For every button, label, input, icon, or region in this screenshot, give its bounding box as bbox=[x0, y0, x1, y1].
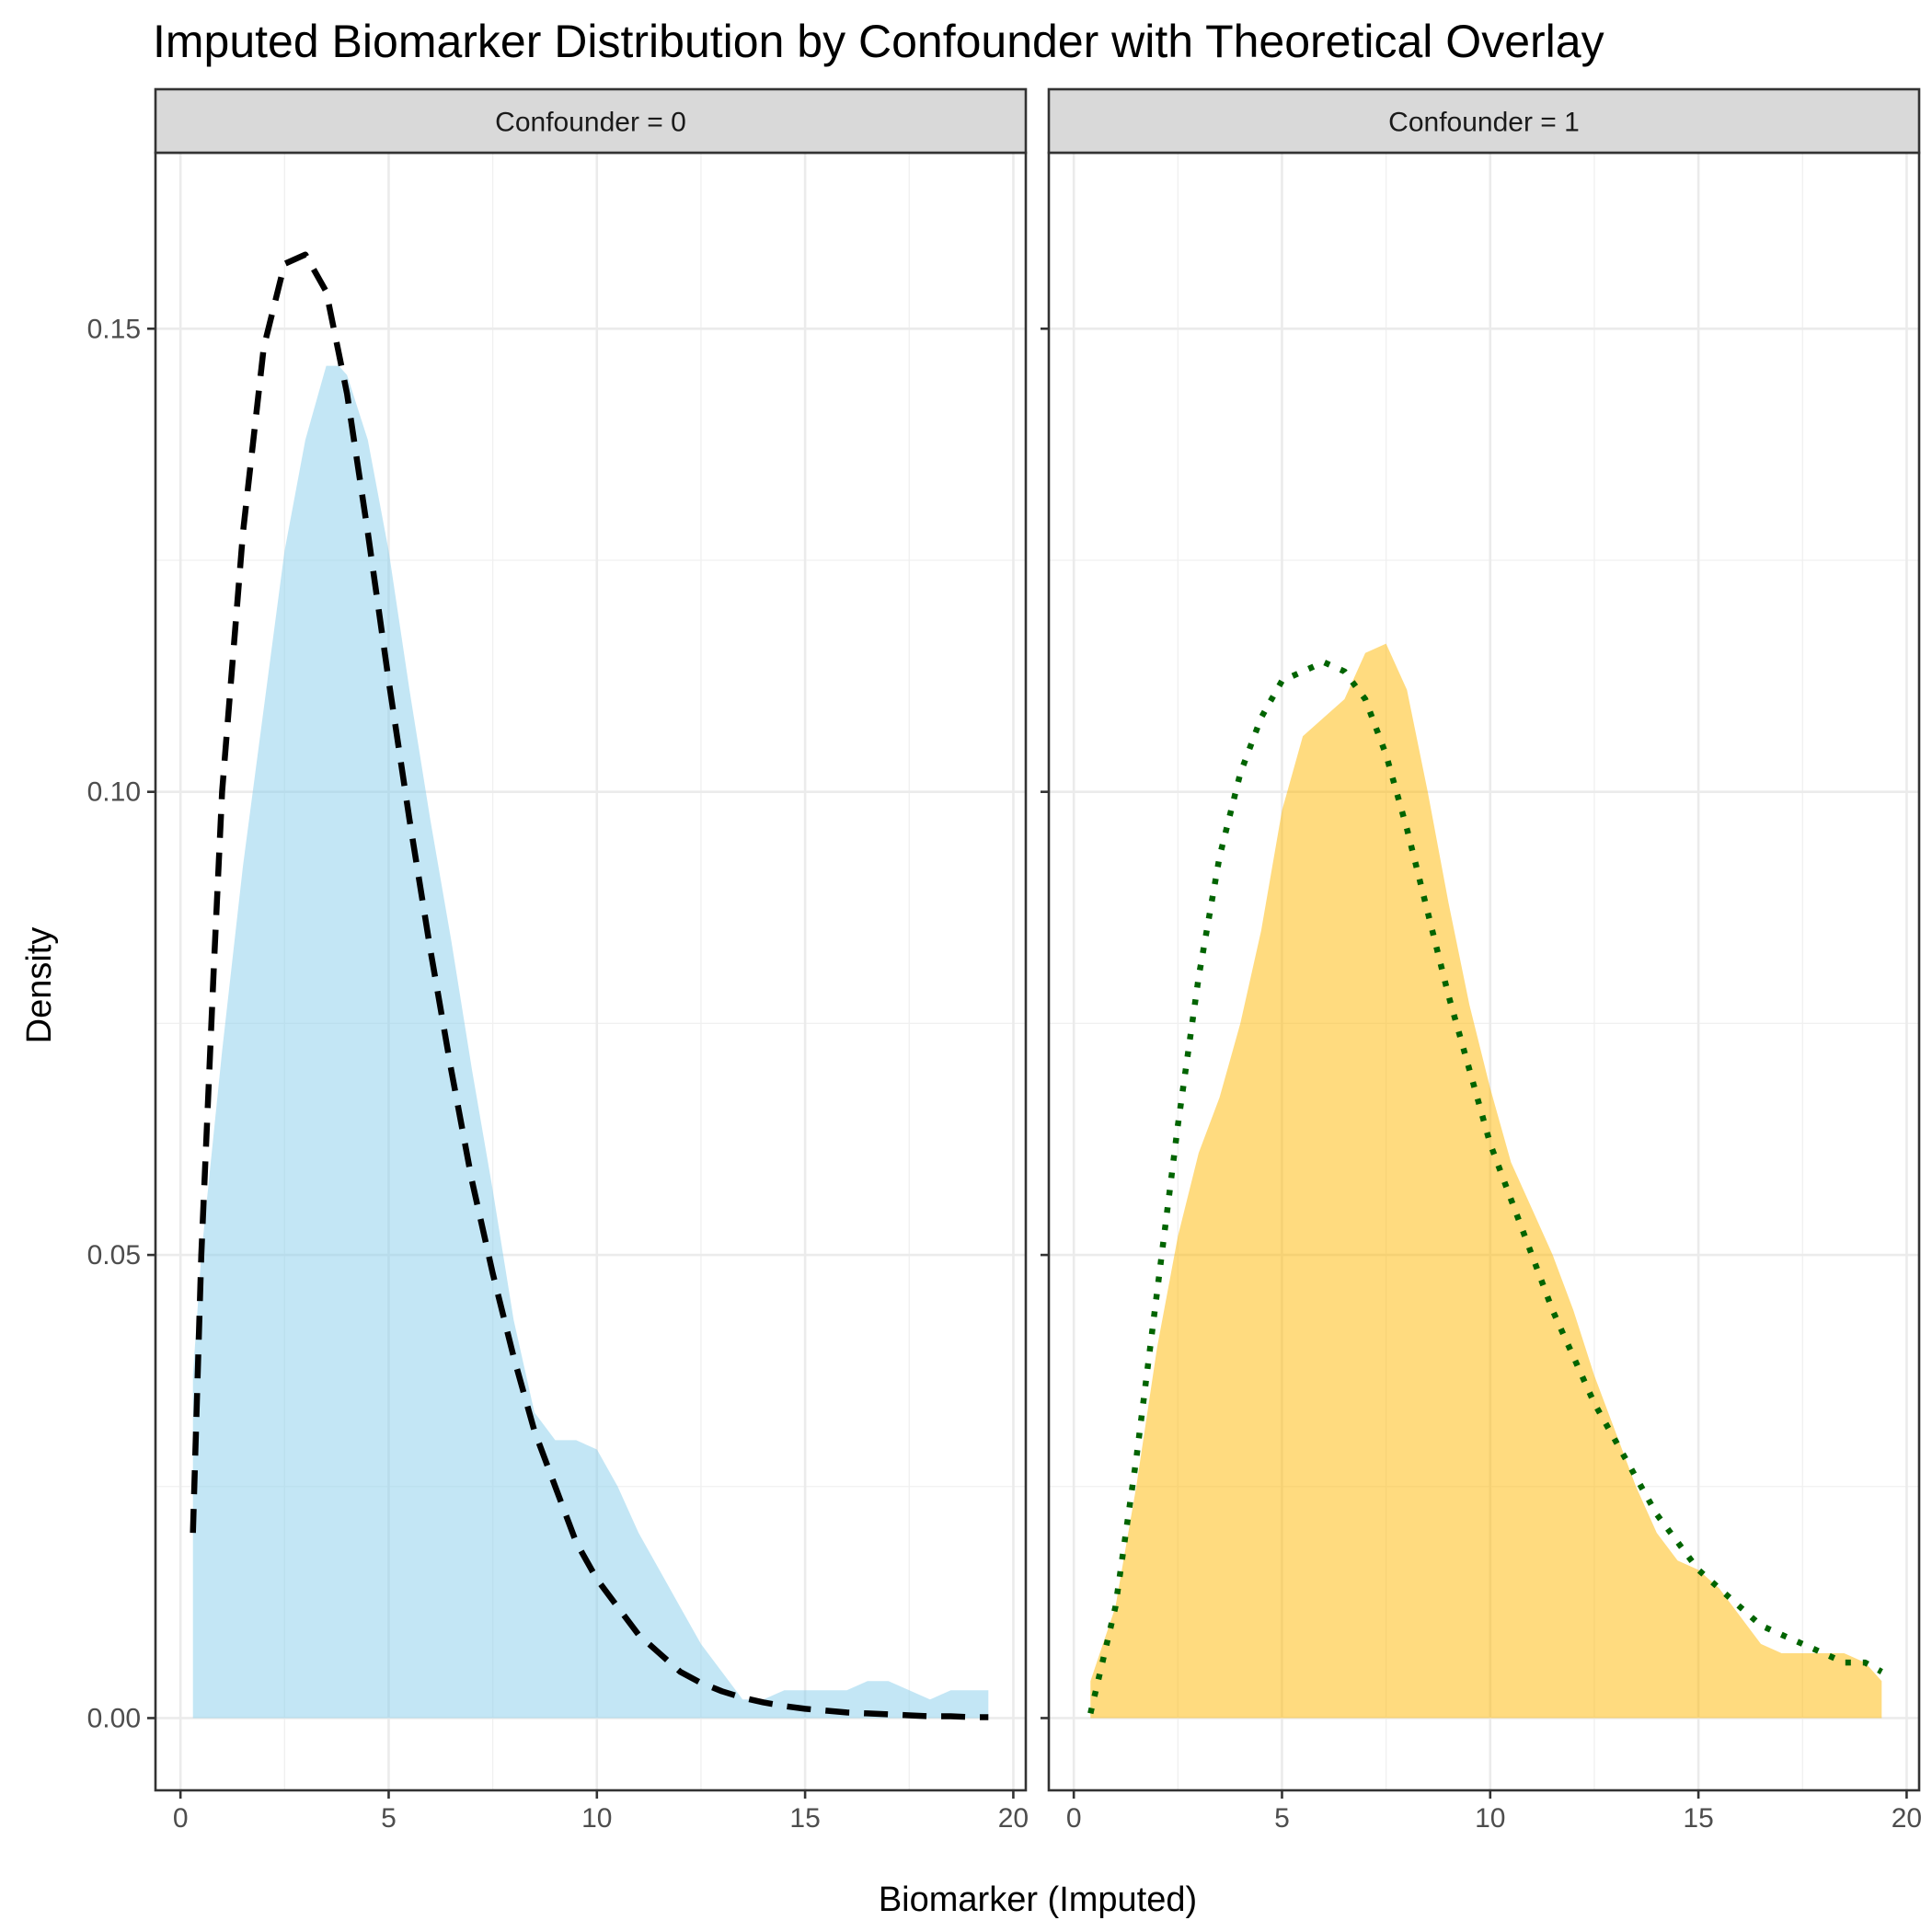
x-tick-label: 20 bbox=[998, 1803, 1029, 1834]
facet-panels: Confounder = 00 5 10 15 200.000.050.100.15Co… bbox=[87, 87, 1922, 1834]
x-tick-label: 15 bbox=[1683, 1803, 1713, 1834]
x-tick-label: 5 bbox=[381, 1803, 397, 1834]
x-tick-label: 10 bbox=[581, 1803, 612, 1834]
theoretical-curve-0 bbox=[190, 251, 989, 1720]
y-tick-label: 0.15 bbox=[87, 314, 141, 344]
facet-panel-1: Confounder = 1 0 5 10 15 20 bbox=[1041, 87, 1922, 1834]
y-tick-label: 0.10 bbox=[87, 777, 141, 808]
chart-title: Imputed Biomarker Distribution by Confou… bbox=[153, 16, 1604, 67]
x-tick-label: 0 bbox=[1066, 1803, 1082, 1834]
x-tick-label: 10 bbox=[1475, 1803, 1505, 1834]
facet-strip bbox=[154, 87, 1028, 155]
y-axis-title: Density bbox=[20, 927, 59, 1044]
y-tick-label: 0.05 bbox=[87, 1240, 141, 1271]
x-axis-title: Biomarker (Imputed) bbox=[879, 1880, 1197, 1919]
facet-strip-label: Confounder = 0 bbox=[495, 108, 686, 138]
y-tick-label: 0.00 bbox=[87, 1703, 141, 1733]
x-tick-label: 0 bbox=[173, 1803, 189, 1834]
facet-strip-label: Confounder = 1 bbox=[1388, 108, 1580, 138]
density-area-1 bbox=[1090, 643, 1882, 1719]
x-tick-label: 15 bbox=[789, 1803, 820, 1834]
x-tick-label: 20 bbox=[1892, 1803, 1922, 1834]
theoretical-curve-1 bbox=[1087, 659, 1883, 1715]
facet-panel-0: Confounder = 0 0 5 10 15 20 0.00 0.05 0.10 0.15 bbox=[87, 87, 1029, 1834]
facet-strip bbox=[1047, 87, 1921, 155]
x-tick-label: 5 bbox=[1274, 1803, 1290, 1834]
